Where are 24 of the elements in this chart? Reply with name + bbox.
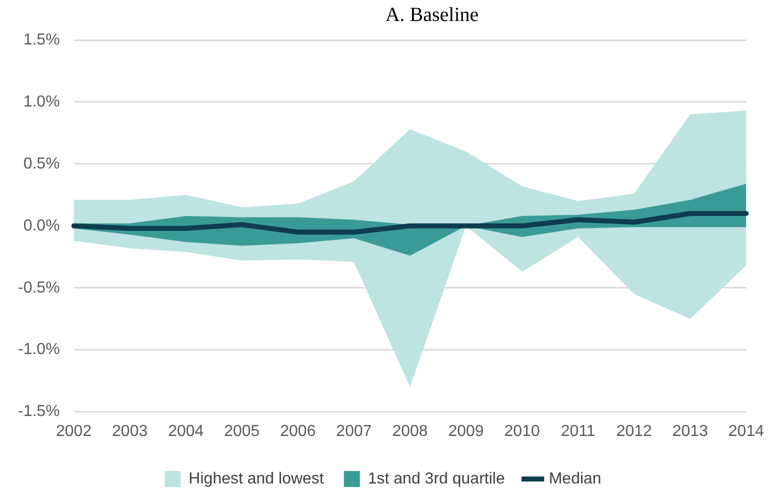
y-tick-label: 1.0% <box>23 93 60 110</box>
y-tick-label: 0.5% <box>23 155 60 172</box>
y-tick-label: -1.0% <box>18 341 60 358</box>
x-tick-label: 2004 <box>168 422 204 440</box>
x-tick-label: 2011 <box>560 422 596 440</box>
y-tick-label: -0.5% <box>18 279 60 296</box>
x-tick-label: 2009 <box>448 422 484 440</box>
y-tick-label: -1.5% <box>18 403 60 420</box>
x-tick-label: 2012 <box>616 422 652 440</box>
legend-label: Highest and lowest <box>188 470 324 488</box>
x-tick-label: 2005 <box>224 422 260 440</box>
x-tick-label: 2008 <box>392 422 428 440</box>
y-tick-label: 0.0% <box>23 217 60 234</box>
chart-title: A. Baseline <box>384 4 480 27</box>
y-tick-label: 1.5% <box>23 31 60 48</box>
x-tick-label: 2003 <box>112 422 148 440</box>
x-tick-label: 2010 <box>504 422 540 440</box>
legend-label: Median <box>548 470 602 488</box>
x-tick-label: 2006 <box>280 422 316 440</box>
x-tick-label: 2007 <box>336 422 372 440</box>
legend-label: 1st and 3rd quartile <box>368 470 505 488</box>
x-tick-label: 2013 <box>672 422 708 440</box>
x-tick-label: 2014 <box>728 422 764 440</box>
x-tick-label: 2002 <box>56 422 92 440</box>
